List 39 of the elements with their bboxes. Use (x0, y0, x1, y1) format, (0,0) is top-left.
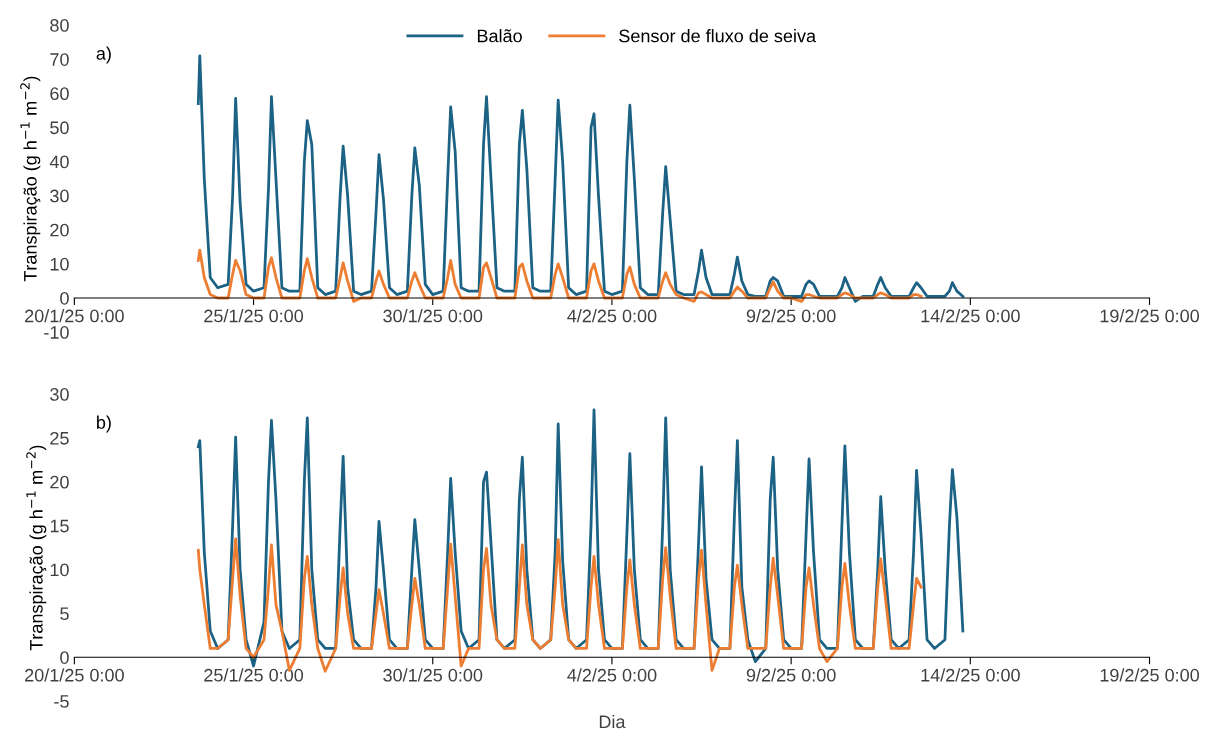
y-tick-label: 30 (50, 189, 69, 203)
y-tick-label: 15 (50, 519, 69, 533)
y-tick-label: -10 (44, 326, 69, 339)
x-tick-label: 25/1/25 0:00 (204, 668, 304, 682)
x-tick-label: 14/2/25 0:00 (921, 668, 1020, 682)
y-tick-label: 40 (49, 155, 69, 169)
y-axis-title: Transpiração (g h$^{−1}$ m$^{−2}$) (20, 76, 41, 282)
x-tick-label: 30/1/25 0:00 (383, 309, 483, 323)
y-tick-label: 20 (50, 475, 69, 489)
y-tick-label: 70 (50, 53, 69, 66)
x-axis-title: Dia (599, 714, 626, 729)
x-tick-label: 19/2/25 0:00 (1100, 309, 1200, 323)
y-tick-label: 50 (50, 121, 69, 135)
y-tick-label: 30 (50, 388, 69, 401)
y-axis-title: Transpiração (g h$^{−1}$ m$^{−2}$) (26, 445, 47, 651)
x-tick-label: 4/2/25 0:00 (567, 309, 657, 323)
legend-label: Sensor de fluxo de seiva (619, 29, 817, 43)
x-tick-label: 19/2/25 0:00 (1100, 668, 1200, 682)
x-tick-label: 30/1/25 0:00 (383, 668, 483, 682)
legend-label: Balão (477, 29, 522, 43)
y-tick-label: -5 (54, 695, 69, 708)
y-tick-label: 20 (50, 223, 69, 237)
y-tick-label: 10 (50, 563, 69, 577)
y-tick-label: 80 (50, 19, 69, 32)
y-tick-label: 0 (60, 291, 69, 305)
x-tick-label: 14/2/25 0:00 (921, 309, 1020, 323)
annotation: b) (97, 415, 111, 433)
y-tick-label: 60 (50, 87, 69, 101)
x-tick-label: 4/2/25 0:00 (567, 668, 657, 682)
x-tick-label: 9/2/25 0:00 (746, 309, 836, 323)
y-tick-label: 25 (50, 431, 69, 445)
x-tick-label: 9/2/25 0:00 (746, 668, 836, 682)
y-tick-label: 5 (60, 607, 69, 621)
y-tick-label: 0 (60, 651, 69, 664)
y-tick-label: 10 (50, 257, 69, 271)
annotation: a) (96, 46, 111, 64)
x-tick-label: 20/1/25 0:00 (25, 309, 124, 323)
x-tick-label: 20/1/25 0:00 (25, 668, 124, 682)
x-tick-label: 25/1/25 0:00 (204, 309, 304, 323)
